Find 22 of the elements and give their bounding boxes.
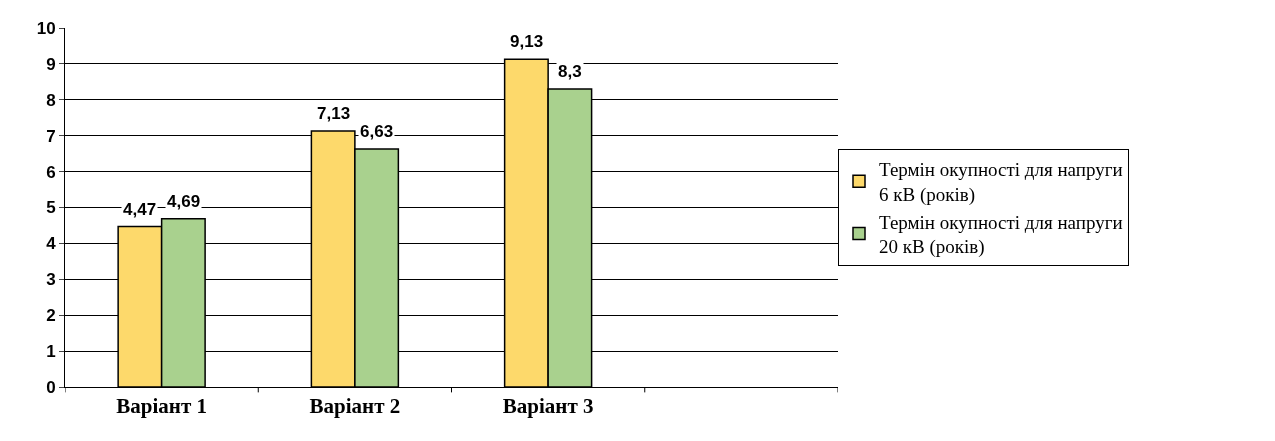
y-tick-label: 9 [46,54,56,74]
y-tick-label: 10 [36,18,56,38]
y-tick-label: 6 [46,162,56,182]
y-tick-label: 3 [46,270,56,290]
legend-label: Термін окупності для напруги 20 кВ (років) [879,211,1123,259]
y-tick-label: 0 [46,377,56,397]
y-tick-label: 2 [46,306,56,326]
legend-label: Термін окупності для напруги 6 кВ (років) [879,159,1123,206]
data-label: 6,63 [360,122,394,141]
data-label: 7,13 [317,104,351,123]
y-tick-label: 4 [46,234,57,254]
y-tick-label: 7 [46,126,56,146]
y-tick-label: 8 [46,90,56,110]
y-tick-label: 1 [46,342,56,362]
data-label: 4,69 [167,192,201,211]
data-label: 8,3 [558,62,582,81]
x-tick-label: Варіант 2 [309,394,401,419]
data-label: 4,47 [123,200,157,219]
x-tick-label: Варіант 3 [502,394,594,419]
x-tick-label: Варіант 1 [116,394,207,419]
data-label: 9,13 [510,32,544,51]
y-tick-label: 5 [46,198,56,218]
